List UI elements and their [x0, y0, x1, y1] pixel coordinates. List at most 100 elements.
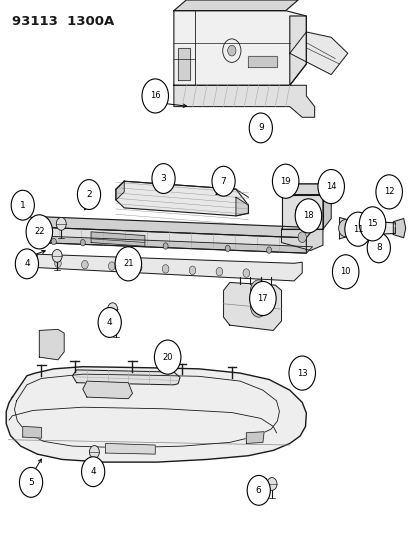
- Circle shape: [297, 232, 306, 243]
- Polygon shape: [178, 48, 190, 80]
- Text: 12: 12: [383, 188, 394, 196]
- Polygon shape: [37, 222, 47, 243]
- Circle shape: [56, 217, 66, 230]
- Circle shape: [250, 296, 266, 317]
- Text: 4: 4: [90, 467, 96, 476]
- Circle shape: [154, 340, 180, 374]
- Circle shape: [81, 261, 88, 269]
- Circle shape: [250, 280, 266, 301]
- Circle shape: [11, 190, 34, 220]
- Circle shape: [81, 457, 104, 487]
- Polygon shape: [223, 282, 281, 330]
- Circle shape: [52, 249, 62, 262]
- Polygon shape: [116, 181, 124, 200]
- Text: 14: 14: [325, 182, 336, 191]
- Circle shape: [163, 243, 168, 249]
- Circle shape: [55, 259, 61, 268]
- Polygon shape: [235, 197, 248, 216]
- Circle shape: [80, 239, 85, 246]
- Text: 20: 20: [162, 353, 173, 361]
- Text: 2: 2: [86, 190, 92, 199]
- Circle shape: [247, 475, 270, 505]
- Text: 22: 22: [34, 228, 45, 236]
- Circle shape: [19, 467, 43, 497]
- Polygon shape: [91, 232, 145, 246]
- Polygon shape: [322, 184, 330, 229]
- Circle shape: [115, 247, 141, 281]
- Circle shape: [15, 249, 38, 279]
- Circle shape: [77, 180, 100, 209]
- Text: 16: 16: [150, 92, 160, 100]
- Circle shape: [249, 113, 272, 143]
- Polygon shape: [339, 217, 350, 239]
- Circle shape: [294, 199, 321, 233]
- Polygon shape: [248, 56, 277, 67]
- Text: 3: 3: [160, 174, 166, 183]
- Polygon shape: [173, 0, 297, 11]
- Text: 9: 9: [257, 124, 263, 132]
- Polygon shape: [37, 227, 306, 253]
- Polygon shape: [281, 184, 330, 195]
- Polygon shape: [289, 16, 306, 85]
- Circle shape: [317, 169, 344, 204]
- Circle shape: [366, 233, 389, 263]
- Circle shape: [338, 220, 351, 237]
- Text: 1: 1: [20, 201, 26, 209]
- Polygon shape: [37, 236, 312, 253]
- Polygon shape: [83, 381, 132, 399]
- Circle shape: [135, 263, 142, 272]
- Text: 93113  1300A: 93113 1300A: [12, 15, 114, 28]
- Polygon shape: [289, 32, 347, 75]
- Polygon shape: [37, 217, 314, 238]
- Polygon shape: [347, 221, 394, 236]
- Text: 13: 13: [296, 369, 307, 377]
- Polygon shape: [173, 11, 306, 85]
- Polygon shape: [72, 370, 180, 385]
- Circle shape: [98, 308, 121, 337]
- Circle shape: [26, 215, 52, 249]
- Circle shape: [227, 45, 235, 56]
- Circle shape: [108, 262, 115, 270]
- Text: 15: 15: [366, 220, 377, 228]
- Circle shape: [266, 247, 271, 253]
- Text: 7: 7: [220, 177, 226, 185]
- Circle shape: [272, 164, 298, 198]
- Polygon shape: [39, 329, 64, 360]
- Text: 10: 10: [339, 268, 350, 276]
- Polygon shape: [277, 184, 337, 195]
- Circle shape: [288, 356, 315, 390]
- Circle shape: [142, 79, 168, 113]
- Circle shape: [89, 446, 99, 458]
- Text: 21: 21: [123, 260, 133, 268]
- Circle shape: [295, 203, 310, 222]
- Circle shape: [332, 255, 358, 289]
- Circle shape: [189, 266, 195, 274]
- Circle shape: [266, 478, 276, 490]
- Text: 4: 4: [24, 260, 30, 268]
- Text: 8: 8: [375, 244, 381, 252]
- Circle shape: [375, 175, 401, 209]
- Polygon shape: [37, 254, 301, 281]
- Text: 19: 19: [280, 177, 290, 185]
- Circle shape: [344, 212, 370, 246]
- Polygon shape: [23, 426, 41, 438]
- Circle shape: [107, 303, 117, 316]
- Text: 5: 5: [28, 478, 34, 487]
- Polygon shape: [281, 229, 322, 251]
- Circle shape: [225, 245, 230, 252]
- Circle shape: [249, 281, 275, 316]
- Circle shape: [299, 208, 306, 216]
- Circle shape: [51, 238, 56, 245]
- Text: 6: 6: [255, 486, 261, 495]
- Circle shape: [216, 268, 222, 276]
- Circle shape: [111, 316, 121, 329]
- Polygon shape: [105, 443, 155, 454]
- Polygon shape: [173, 85, 314, 117]
- Text: 18: 18: [302, 212, 313, 220]
- Polygon shape: [392, 219, 405, 238]
- Circle shape: [152, 164, 175, 193]
- Circle shape: [358, 207, 385, 241]
- Circle shape: [242, 269, 249, 277]
- Polygon shape: [246, 432, 263, 443]
- Text: 17: 17: [257, 294, 268, 303]
